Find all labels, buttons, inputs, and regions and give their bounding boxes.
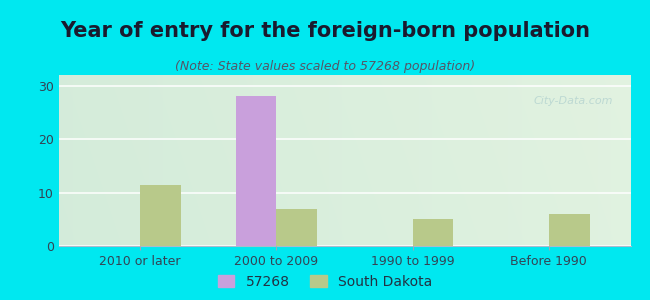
Bar <box>549 214 590 246</box>
Bar <box>140 184 181 246</box>
Text: Year of entry for the foreign-born population: Year of entry for the foreign-born popul… <box>60 21 590 41</box>
Bar <box>276 208 317 246</box>
Bar <box>235 96 276 246</box>
Text: City-Data.com: City-Data.com <box>534 95 614 106</box>
Legend: 57268, South Dakota: 57268, South Dakota <box>213 271 437 293</box>
Text: (Note: State values scaled to 57268 population): (Note: State values scaled to 57268 popu… <box>175 60 475 73</box>
Bar <box>413 219 454 246</box>
